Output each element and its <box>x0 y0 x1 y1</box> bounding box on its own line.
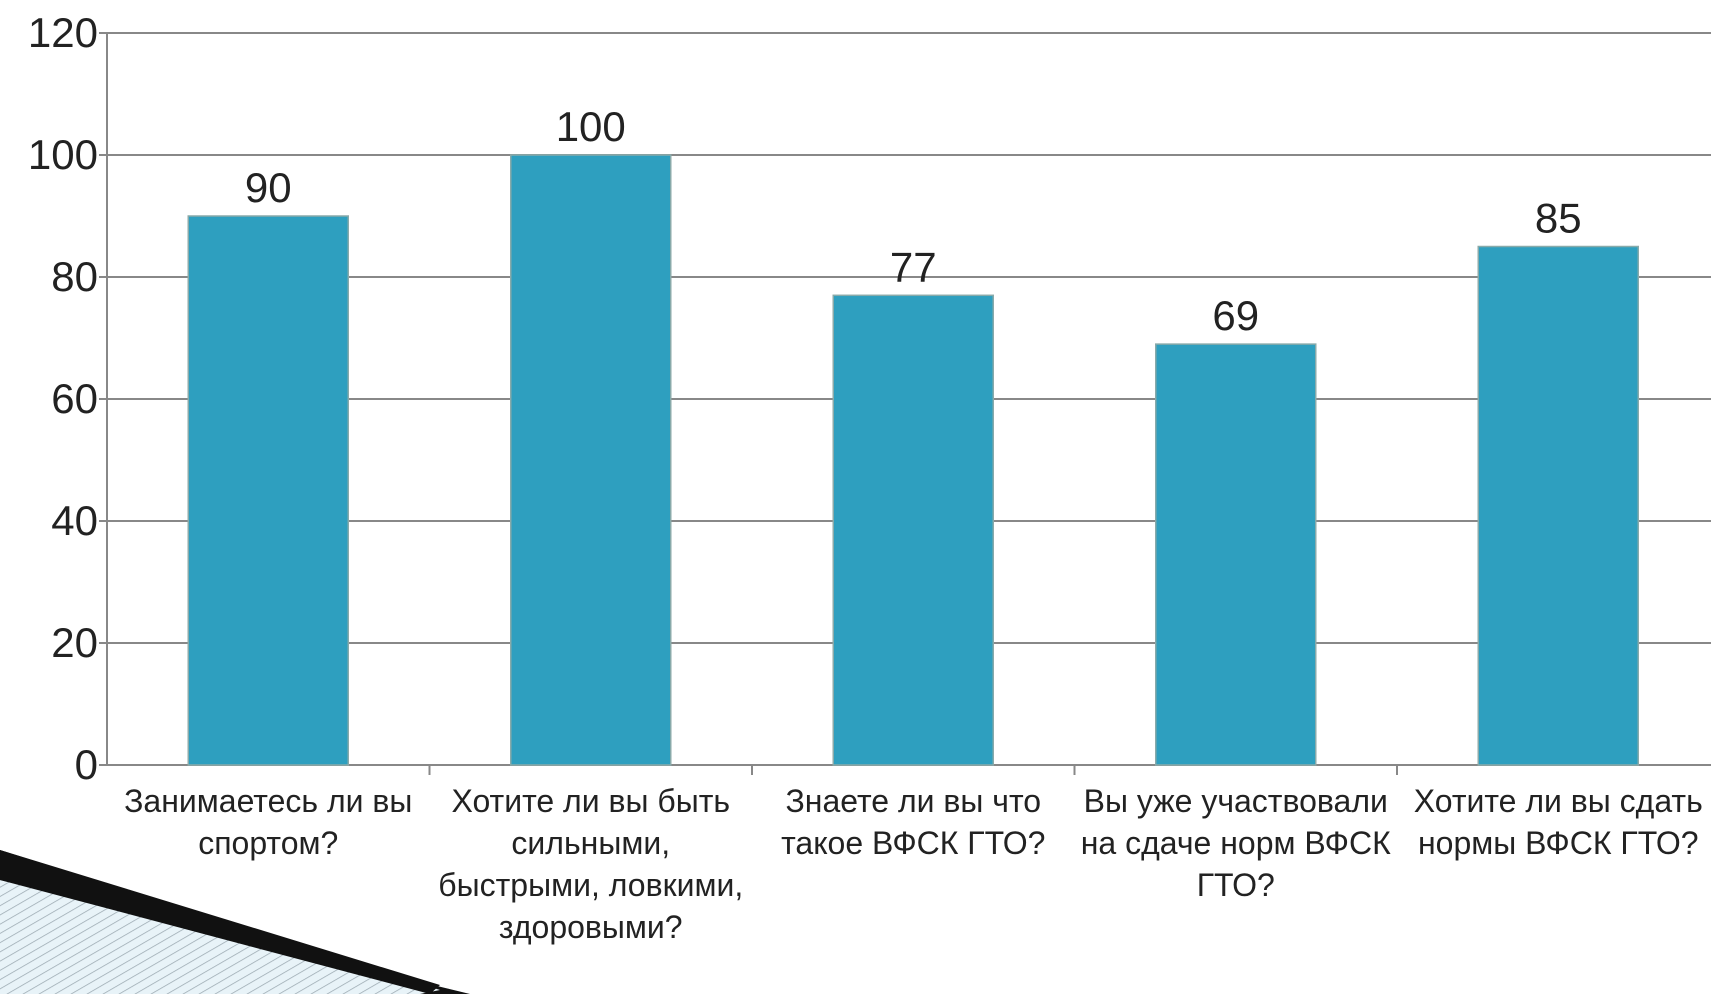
bar <box>187 215 349 766</box>
data-label: 69 <box>1212 292 1259 339</box>
bar <box>1477 245 1639 766</box>
y-tick-label: 120 <box>28 9 98 56</box>
data-label: 77 <box>890 243 937 290</box>
y-tick-label: 60 <box>51 375 98 422</box>
x-tick-label: Знаете ли вы что такое ВФСК ГТО? <box>781 783 1046 861</box>
x-tick-label: Вы уже участвовали на сдаче норм ВФСК ГТ… <box>1080 783 1391 903</box>
data-label: 100 <box>556 103 626 150</box>
data-label: 85 <box>1535 195 1582 242</box>
y-tick-label: 80 <box>51 253 98 300</box>
bar <box>1155 343 1317 766</box>
y-tick-label: 40 <box>51 497 98 544</box>
y-tick-label: 100 <box>28 131 98 178</box>
y-tick-label: 20 <box>51 619 98 666</box>
bar <box>832 294 994 766</box>
x-tick-label: Хотите ли вы сдать нормы ВФСК ГТО? <box>1413 783 1703 861</box>
data-label: 90 <box>245 164 292 211</box>
y-tick-label: 0 <box>75 741 98 788</box>
decor-arrow-body <box>0 850 440 994</box>
x-tick-label: Занимаетесь ли вы спортом? <box>124 783 413 861</box>
x-tick-label: Хотите ли вы быть сильными, быстрыми, ло… <box>438 783 744 945</box>
bar <box>510 154 672 766</box>
